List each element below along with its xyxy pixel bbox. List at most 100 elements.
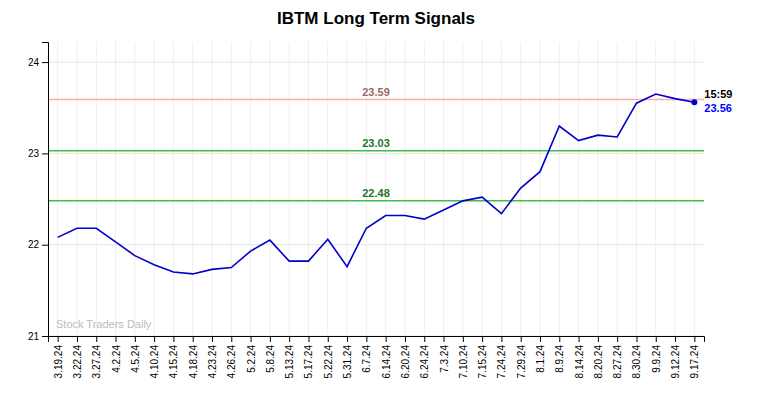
x-tick: 4.5.24 <box>130 336 141 373</box>
x-tick-label: 7.24.24 <box>496 345 507 379</box>
title: IBTM Long Term Signals <box>277 9 475 28</box>
x-tick-label: 6.7.24 <box>361 345 372 373</box>
end-annotation: 15:59 <box>704 88 732 100</box>
x-tick-label: 5.17.24 <box>303 345 314 379</box>
y-tick-label: 23 <box>28 148 40 159</box>
grid-line-x <box>115 42 116 336</box>
grid-line-x <box>675 42 676 336</box>
x-tick-label: 4.5.24 <box>130 345 141 373</box>
x-tick-label: 5.31.24 <box>342 345 353 379</box>
x-tick-mark <box>347 336 348 342</box>
x-tick: 4.15.24 <box>168 336 179 378</box>
end-annotation: 23.56 <box>704 102 732 114</box>
x-tick-label: 7.15.24 <box>477 345 488 379</box>
x-tick-label: 6.24.24 <box>419 345 430 379</box>
x-tick: 7.24.24 <box>496 336 507 378</box>
x-tick: 6.20.24 <box>400 336 411 378</box>
x-tick-mark <box>617 336 618 342</box>
x-tick: 8.9.24 <box>554 336 565 373</box>
x-tick-mark <box>386 336 387 342</box>
x-tick-mark <box>308 336 309 342</box>
x-tick: 6.14.24 <box>381 336 392 378</box>
x-tick-mark <box>96 336 97 342</box>
grid-line-x <box>404 42 405 336</box>
x-tick: 7.29.24 <box>516 336 527 378</box>
grid <box>48 42 704 336</box>
x-tick-label: 8.30.24 <box>631 345 642 379</box>
x-tick-mark <box>366 336 367 342</box>
x-tick: 8.30.24 <box>631 336 642 378</box>
y-tick-label: 21 <box>28 331 40 342</box>
x-tick-mark <box>173 336 174 342</box>
x-tick: 3.27.24 <box>91 336 102 378</box>
x-tick: 7.3.24 <box>439 336 450 373</box>
grid-line-x <box>154 42 155 336</box>
plot-area <box>48 94 704 274</box>
watermark: Stock Traders Daily <box>56 318 152 330</box>
grid-line-x <box>57 42 58 336</box>
grid-line-x <box>327 42 328 336</box>
grid-line-y <box>48 62 704 63</box>
x-tick: 8.1.24 <box>535 336 546 373</box>
x-tick: 6.24.24 <box>419 336 430 378</box>
grid-line-x <box>250 42 251 336</box>
x-tick-label: 8.27.24 <box>612 345 623 379</box>
x-tick-label: 8.1.24 <box>535 345 546 373</box>
x-tick: 8.27.24 <box>612 336 623 378</box>
grid-line-x <box>192 42 193 336</box>
x-tick: 7.15.24 <box>477 336 488 378</box>
x-tick-mark <box>193 336 194 342</box>
x-tick-label: 7.10.24 <box>458 345 469 379</box>
x-tick-mark <box>405 336 406 342</box>
grid-line-y <box>48 244 704 245</box>
annotations: 15:59 23.56 Stock Traders Daily <box>56 88 732 330</box>
x-tick-label: 9.12.24 <box>670 345 681 379</box>
x-tick: 3.22.24 <box>72 336 83 378</box>
x-tick: 6.7.24 <box>361 336 372 373</box>
line <box>58 94 695 274</box>
grid-line-x <box>212 42 213 336</box>
x-tick: 4.18.24 <box>188 336 199 378</box>
x-tick-label: 5.13.24 <box>284 345 295 379</box>
x-tick-label: 6.14.24 <box>381 345 392 379</box>
grid-line-x <box>173 42 174 336</box>
grid-line-x <box>655 42 656 336</box>
grid-line-x <box>96 42 97 336</box>
x-tick-mark <box>463 336 464 342</box>
chart: 3.19.243.22.243.27.244.2.244.5.244.10.24… <box>0 0 784 398</box>
grid-line-x <box>231 42 232 336</box>
x-tick-mark <box>501 336 502 342</box>
grid-line-x <box>501 42 502 336</box>
x-tick-mark <box>424 336 425 342</box>
x-tick-mark <box>675 336 676 342</box>
x-tick-mark <box>444 336 445 342</box>
x-tick-mark <box>559 336 560 342</box>
reference-label: 23.59 <box>362 86 390 98</box>
reference-labels: 23.5923.0322.48 <box>362 86 390 199</box>
grid-line-x <box>289 42 290 336</box>
grid-line-x <box>347 42 348 336</box>
x-tick-label: 9.9.24 <box>651 345 662 373</box>
y-axis-line <box>42 43 49 337</box>
grid-line-x <box>308 42 309 336</box>
x-tick: 4.2.24 <box>111 336 122 373</box>
x-tick: 9.17.24 <box>689 336 700 378</box>
reference-label: 23.03 <box>362 137 390 149</box>
x-tick: 5.31.24 <box>342 336 353 378</box>
y-tick-mark <box>42 62 48 63</box>
x-tick-label: 4.15.24 <box>168 345 179 379</box>
y-tick: 24 <box>28 57 48 68</box>
x-tick-mark <box>135 336 136 342</box>
x-tick-mark <box>270 336 271 342</box>
y-tick: 22 <box>28 239 48 250</box>
x-tick-label: 3.19.24 <box>53 345 64 379</box>
grid-line-x <box>617 42 618 336</box>
x-tick: 3.19.24 <box>53 336 64 378</box>
x-tick-label: 8.9.24 <box>554 345 565 373</box>
x-axis: 3.19.243.22.243.27.244.2.244.5.244.10.24… <box>49 336 705 378</box>
reference-line <box>48 200 704 202</box>
x-tick: 5.8.24 <box>265 336 276 373</box>
grid-line-x <box>578 42 579 336</box>
x-tick-mark <box>58 336 59 342</box>
x-tick: 7.10.24 <box>458 336 469 378</box>
